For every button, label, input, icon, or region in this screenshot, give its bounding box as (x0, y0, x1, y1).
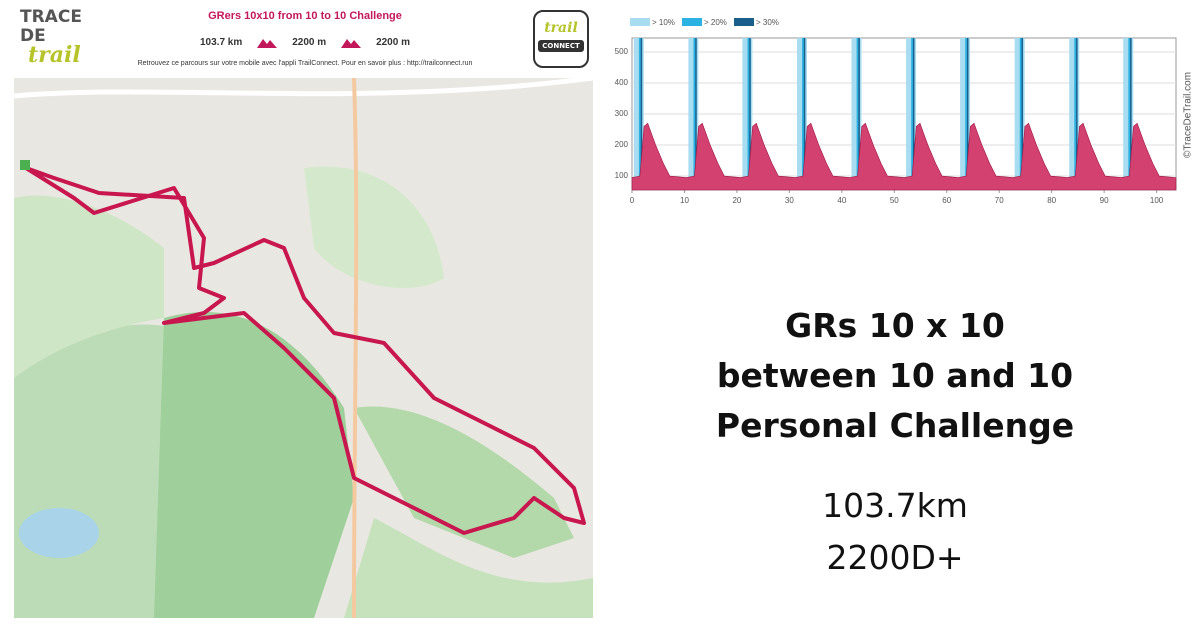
y-tick-label: 400 (615, 78, 629, 87)
slope-band (858, 38, 860, 190)
y-tick-label: 300 (615, 109, 629, 118)
slope-band (1074, 38, 1078, 190)
y-tick-label: 500 (615, 47, 629, 56)
slope-band (749, 38, 751, 190)
slope-band (966, 38, 969, 190)
x-tick-label: 40 (837, 196, 846, 205)
x-tick-label: 30 (785, 196, 794, 205)
legend-swatch (734, 18, 754, 26)
route-title: GRers 10x10 from 10 to 10 Challenge (208, 10, 402, 22)
note: Retrouvez ce parcours sur votre mobile a… (137, 60, 473, 67)
slope-band (638, 38, 642, 190)
route-stats: 103.7 km 2200 m 2200 m (200, 36, 410, 48)
ascent-icon (257, 39, 278, 48)
slope-band (633, 38, 644, 190)
x-tick-label: 80 (1047, 196, 1056, 205)
badge-text: trail (544, 20, 578, 36)
slope-band (1076, 38, 1078, 190)
slope-band (960, 38, 971, 190)
x-tick-label: 10 (680, 196, 689, 205)
logo: TRACE DE (20, 8, 82, 46)
descent-icon (341, 39, 362, 48)
elevation-area (631, 122, 1177, 191)
slope-band (747, 38, 751, 190)
slope-band (851, 38, 862, 190)
slope-band (1123, 38, 1134, 190)
x-tick-label: 50 (890, 196, 899, 205)
map (14, 78, 593, 618)
slope-band (906, 38, 917, 190)
credit: ©TraceDeTrail.com (1183, 72, 1194, 158)
x-tick-label: 90 (1100, 196, 1109, 205)
slope-band (856, 38, 860, 190)
legend-label: > 30% (756, 18, 779, 27)
slope-band (911, 38, 915, 190)
x-tick-label: 0 (630, 196, 635, 205)
legend-swatch (682, 18, 702, 26)
slope-band (1128, 38, 1132, 190)
logo-text: DE (20, 26, 46, 46)
slope-band (796, 38, 807, 190)
ascent: 2200 m (292, 36, 327, 48)
slope-band (742, 38, 753, 190)
y-tick-label: 200 (615, 140, 629, 149)
slope-band (693, 38, 697, 190)
slope-band (688, 38, 699, 190)
summary: 2200D+ (826, 538, 964, 577)
slope-band (640, 38, 643, 190)
x-tick-label: 70 (995, 196, 1004, 205)
legend-label: > 20% (704, 18, 727, 27)
slope-band (1069, 38, 1080, 190)
x-tick-label: 60 (942, 196, 951, 205)
slope-band (912, 38, 915, 190)
legend-label: > 10% (652, 18, 675, 27)
slope-band (1014, 38, 1025, 190)
distance: 103.7 km (200, 36, 243, 48)
slope-band (1019, 38, 1023, 190)
badge-text: CONNECT (538, 40, 584, 52)
headline: Personal Challenge (715, 406, 1075, 445)
legend-swatch (630, 18, 650, 26)
badge: trail CONNECT (533, 10, 589, 68)
logo-text: TRACE (20, 7, 82, 27)
slope-band (803, 38, 806, 190)
headline: between 10 and 10 (716, 356, 1074, 395)
x-tick-label: 100 (1150, 196, 1164, 205)
elevation-chart: 100 200 300 400 500 0 10 20 30 40 50 60 70 80 90 100 > 1… (615, 18, 1194, 205)
x-tick-label: 20 (732, 196, 741, 205)
descent: 2200 m (376, 36, 410, 48)
slope-band (965, 38, 969, 190)
slope-band (802, 38, 806, 190)
headline: GRs 10 x 10 (785, 306, 1005, 345)
logo-text: trail (28, 42, 81, 68)
slope-band (1021, 38, 1024, 190)
slope-band (1130, 38, 1132, 190)
y-tick-label: 100 (615, 171, 629, 180)
slope-band (695, 38, 697, 190)
summary: 103.7km (822, 486, 968, 525)
